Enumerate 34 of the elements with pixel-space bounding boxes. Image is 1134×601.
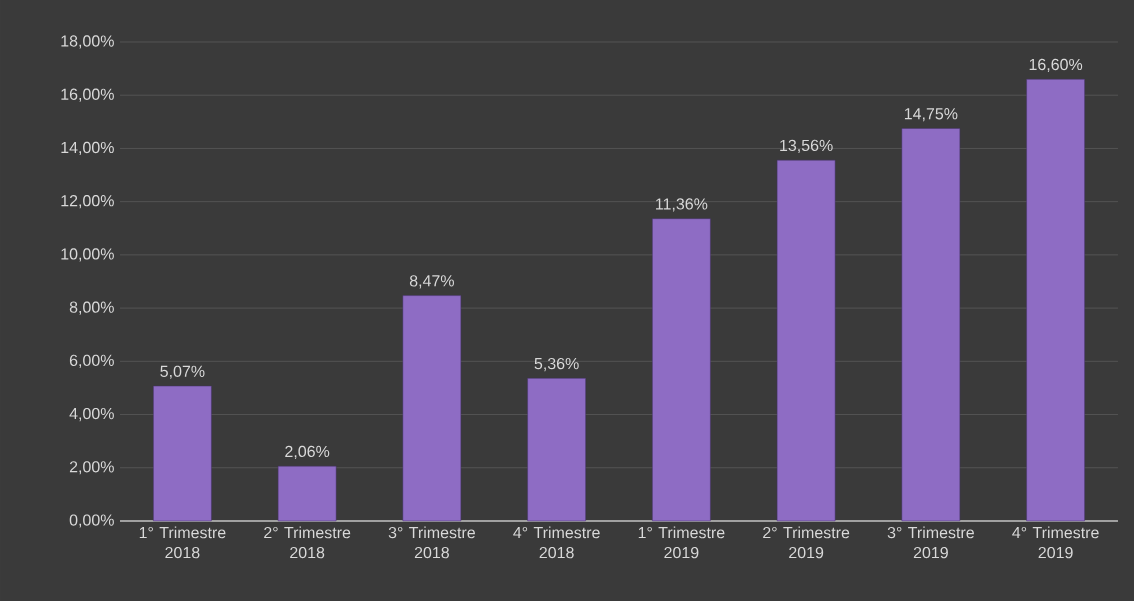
data-label: 13,56% [780,139,833,153]
x-tick-label: 2° Trimestre 2018 [264,526,351,559]
x-tick-label: 3° Trimestre 2019 [887,526,974,559]
bar [1026,78,1085,522]
bar [277,465,337,522]
y-tick-label: 8,00% [69,301,114,315]
x-tick-label: 1° Trimestre 2018 [139,526,226,559]
x-tick-label: 4° Trimestre 2018 [513,526,600,559]
bar [652,218,711,522]
data-label: 8,47% [409,275,454,289]
bar [402,295,462,522]
y-tick-label: 6,00% [69,354,114,368]
y-tick-label: 18,00% [61,35,114,49]
data-label: 2,06% [285,445,330,459]
bar [527,378,586,522]
x-tick-label: 3° Trimestre 2018 [388,526,475,559]
data-label: 5,07% [160,365,205,379]
y-tick-label: 14,00% [61,141,114,156]
y-tick-label: 10,00% [61,248,114,262]
bar [901,128,961,522]
bar [776,159,836,522]
x-tick-label: 2° Trimestre 2019 [763,526,850,559]
y-tick-label: 2,00% [69,461,114,475]
data-label: 14,75% [904,108,958,122]
y-tick-label: 12,00% [61,195,114,209]
y-tick-label: 16,00% [61,88,114,102]
x-tick-label: 4° Trimestre 2019 [1012,526,1099,559]
bar [153,385,212,522]
y-tick-label: 4,00% [69,407,114,422]
data-label: 5,36% [534,357,579,372]
data-label: 11,36% [656,198,708,212]
x-tick-label: 1° Trimestre 2019 [638,526,725,559]
y-tick-label: 0,00% [69,514,114,528]
data-label: 16,60% [1029,58,1083,73]
